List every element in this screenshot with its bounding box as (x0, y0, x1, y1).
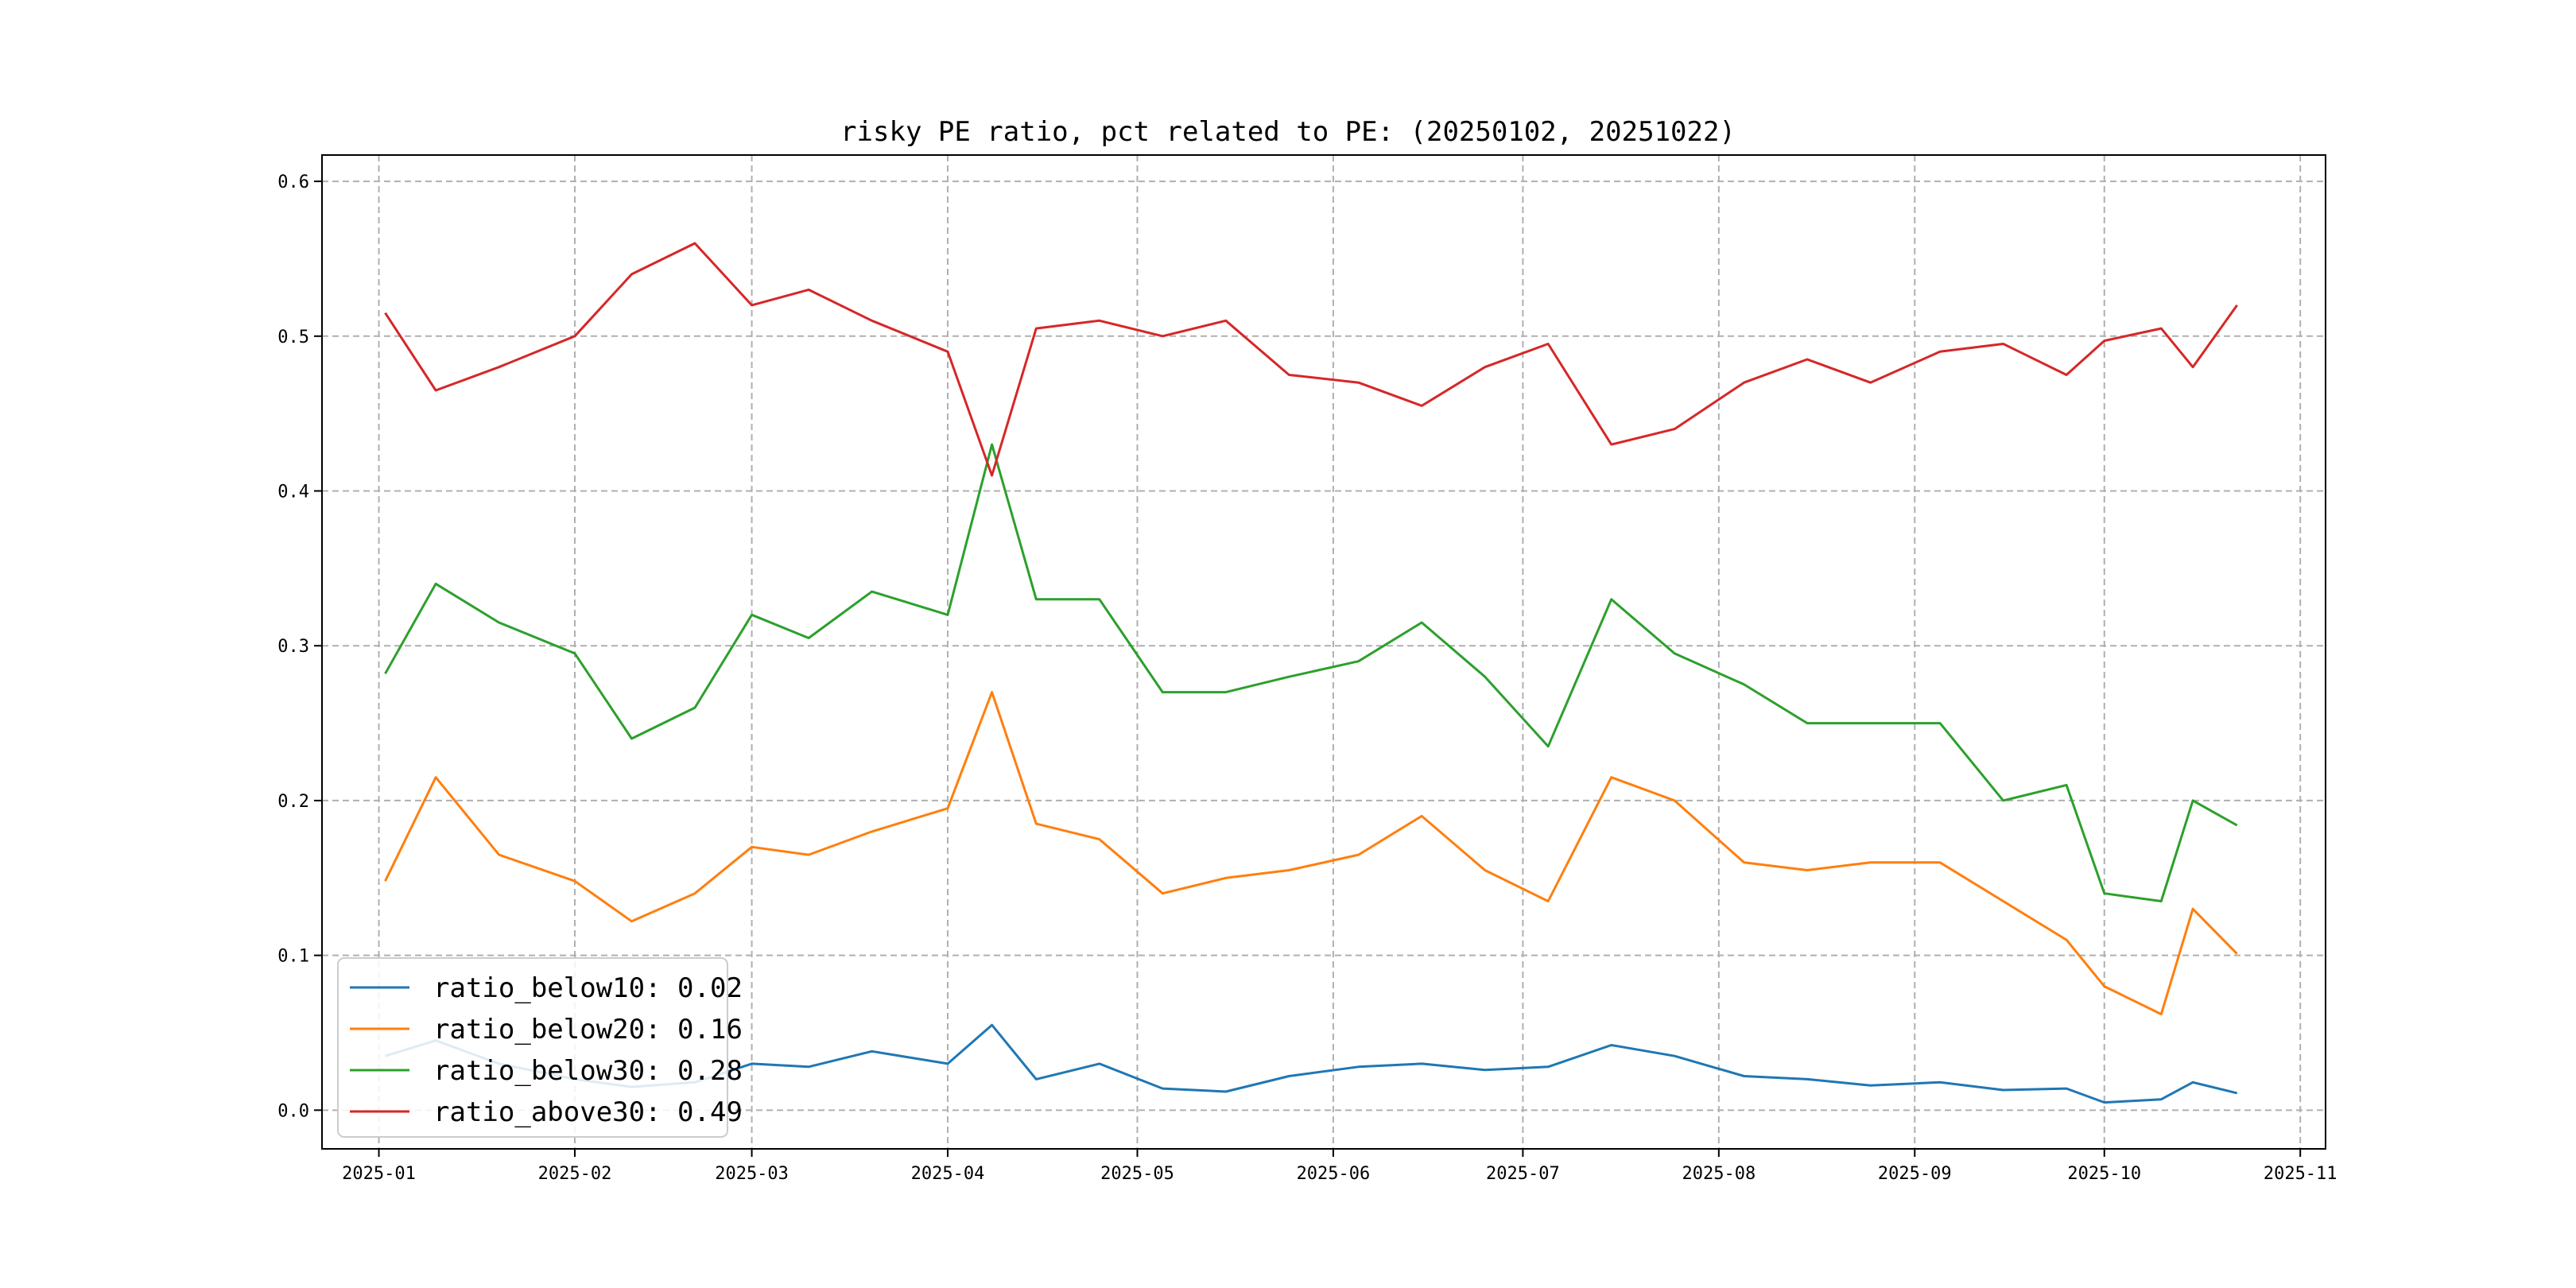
x-tick-label: 2025-09 (1878, 1164, 1952, 1184)
legend-entry-ratio_below30: ratio_below30: 0.28 (433, 1055, 743, 1087)
ratio_below20-line (384, 691, 2238, 1016)
y-tick-label: 0.6 (277, 173, 309, 192)
x-tick-label: 2025-01 (342, 1164, 416, 1184)
y-tick-label: 0.5 (277, 328, 309, 347)
legend-box (337, 957, 728, 1138)
x-tick-label: 2025-08 (1682, 1164, 1755, 1184)
x-tick-label: 2025-03 (715, 1164, 789, 1184)
y-axis-ticks: 0.0 0.1 0.2 0.3 0.4 0.5 0.6 (277, 173, 322, 1121)
x-axis-ticks: 2025-01 2025-02 2025-03 2025-04 2025-05 2025-… (342, 1149, 2337, 1184)
x-tick-label: 2025-05 (1100, 1164, 1174, 1184)
y-tick-label: 0.2 (277, 792, 309, 812)
ratio_below30-line (384, 443, 2238, 902)
legend-entry-ratio_above30: ratio_above30: 0.49 (433, 1096, 743, 1128)
grid-lines (322, 155, 2326, 1149)
legend-entry-ratio_below20: ratio_below20: 0.16 (433, 1014, 743, 1046)
chart-title: risky PE ratio, pct related to PE: (2025… (840, 116, 1736, 148)
x-tick-label: 2025-10 (2067, 1164, 2141, 1184)
x-tick-label: 2025-11 (2264, 1164, 2337, 1184)
y-tick-label: 0.4 (277, 483, 309, 502)
ratio_above30-line (384, 242, 2238, 477)
y-tick-label: 0.1 (277, 947, 309, 967)
x-tick-label: 2025-02 (538, 1164, 612, 1184)
legend: ratio_below10: 0.02 ratio_below20: 0.16 ra… (337, 957, 743, 1138)
plot-area-frame (321, 154, 2326, 1150)
x-tick-label: 2025-07 (1486, 1164, 1560, 1184)
legend-entry-ratio_below10: ratio_below10: 0.02 (433, 972, 743, 1004)
x-tick-label: 2025-06 (1297, 1164, 1371, 1184)
y-tick-label: 0.0 (277, 1101, 309, 1121)
y-tick-label: 0.3 (277, 637, 309, 657)
x-tick-label: 2025-04 (911, 1164, 985, 1184)
